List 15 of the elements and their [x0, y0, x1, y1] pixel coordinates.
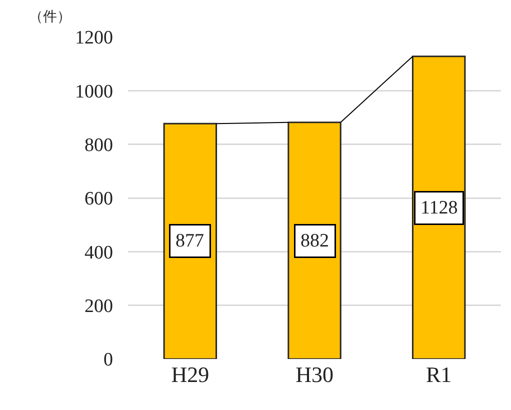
data-label: 1128 — [420, 198, 458, 218]
y-tick-label: 600 — [84, 188, 113, 210]
bar — [412, 56, 466, 359]
y-tick-label: 1200 — [75, 28, 113, 49]
y-axis-title: （件） — [29, 9, 71, 25]
y-tick-label: 1000 — [75, 81, 113, 102]
y-tick-label: 400 — [84, 242, 113, 264]
x-tick-label: H29 — [171, 362, 210, 387]
x-tick-label: H30 — [296, 362, 334, 387]
y-tick-label: 800 — [84, 134, 113, 156]
y-tick-label: 0 — [104, 350, 113, 371]
y-tick-label: 200 — [84, 296, 113, 317]
data-label: 882 — [300, 230, 329, 252]
x-tick-label: R1 — [426, 362, 452, 387]
data-label: 877 — [176, 230, 204, 252]
